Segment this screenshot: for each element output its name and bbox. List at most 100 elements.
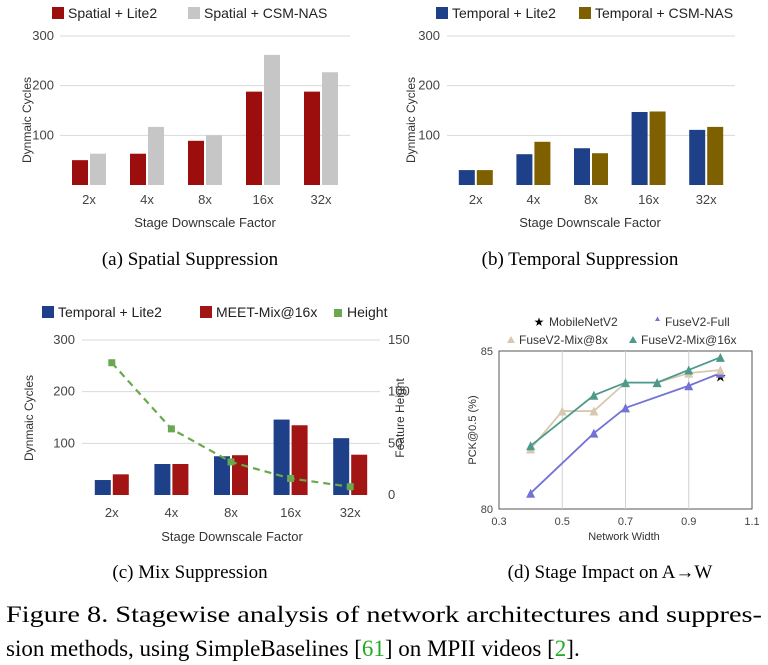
x-tick-label-a-4: 32x — [311, 192, 332, 207]
bar-a-s1-16x — [264, 54, 280, 185]
x-tick-label-a-3: 16x — [253, 192, 274, 207]
x-axis-label-d: Network Width — [588, 531, 660, 543]
x-axis-label-b: Stage Downscale Factor — [519, 215, 661, 230]
x-tick-label-b-1: 4x — [527, 192, 541, 207]
caption-b: (b) Temporal Suppression — [482, 249, 679, 270]
caption-text-part-3: ]. — [566, 636, 579, 661]
series-d-point-1-3 — [684, 381, 694, 391]
bar-b-s1-2x — [476, 170, 493, 185]
x-ticks-b: 2x 4x 8x 16x 32x — [469, 192, 717, 207]
figure-caption: Figure 8. Stagewise analysis of network … — [6, 602, 762, 661]
x-tick-label-d-4: 1.1 — [744, 516, 759, 528]
bar-b-s1-8x — [592, 153, 608, 185]
bar-a-s0-2x — [72, 160, 88, 185]
y2-tick-label-c-2: 100 — [388, 384, 410, 399]
height-point-4x — [167, 425, 175, 433]
y-ticks-d: 80 85 — [481, 346, 493, 516]
bar-c-s0-2x — [94, 480, 111, 495]
bar-b-s0-4x — [516, 154, 533, 185]
legend-d-marker-4 — [629, 336, 637, 343]
x-axis-label-a: Stage Downscale Factor — [134, 215, 276, 230]
y-tick-label-a-2: 300 — [32, 28, 54, 43]
figure-caption-line-1: Figure 8. Stagewise analysis of network … — [6, 602, 762, 627]
height-point-32x — [346, 483, 354, 491]
x-tick-label-d-1: 0.5 — [555, 516, 570, 528]
bar-c-s1-2x — [112, 474, 129, 495]
legend-c-swatch-2 — [200, 306, 212, 318]
y-axis-label-b: Dynmaic Cycles — [404, 77, 418, 163]
bar-c-s1-32x — [351, 454, 368, 495]
series-d: ★ — [526, 352, 727, 498]
x-tick-label-d-0: 0.3 — [491, 516, 506, 528]
y-tick-label-b-0: 100 — [418, 127, 440, 142]
legend-d-marker-3 — [507, 336, 515, 343]
bar-c-s0-16x — [273, 419, 290, 495]
bar-a-s1-4x — [148, 126, 164, 185]
panel-a: Spatial + Lite2 Spatial + CSM-NAS 100 200… — [20, 5, 350, 270]
bar-b-s0-32x — [689, 129, 706, 185]
citation-61-link[interactable]: 61 — [362, 636, 385, 661]
x-tick-label-c-1: 4x — [165, 505, 179, 520]
x-ticks-d: 0.3 0.5 0.7 0.9 1.1 — [491, 516, 759, 528]
series-d-point-3-2 — [621, 378, 630, 388]
x-tick-label-d-2: 0.7 — [618, 516, 633, 528]
height-point-2x — [108, 359, 116, 367]
bar-c-s0-32x — [333, 438, 350, 495]
x-tick-label-a-0: 2x — [82, 192, 96, 207]
legend-c-swatch-3 — [334, 309, 342, 317]
x-tick-label-c-3: 16x — [280, 505, 301, 520]
x-ticks-a: 2x 4x 8x 16x 32x — [82, 192, 332, 207]
bars-a — [72, 54, 338, 185]
legend-d-marker-1: ★ — [534, 315, 545, 329]
legend-b-swatch-2 — [579, 7, 591, 19]
bar-b-s1-4x — [534, 141, 551, 185]
bar-c-s1-4x — [172, 464, 189, 495]
legend-c-label-1: Temporal + Lite2 — [58, 304, 162, 320]
bar-b-s0-16x — [631, 111, 648, 185]
y-axis-label-c: Dynmaic Cycles — [22, 375, 36, 461]
x-tick-label-c-2: 8x — [224, 505, 238, 520]
series-d-line-3 — [530, 356, 721, 447]
caption-text-part-2: ] on MPII videos [ — [385, 636, 555, 661]
bar-a-s0-32x — [304, 91, 320, 185]
panel-b: Temporal + Lite2 Temporal + CSM-NAS 100 2… — [404, 5, 735, 270]
x-tick-label-a-2: 8x — [198, 192, 212, 207]
legend-c-label-3: Height — [347, 304, 388, 320]
x-tick-label-d-3: 0.9 — [681, 516, 696, 528]
y-tick-label-c-2: 300 — [53, 332, 75, 347]
x-tick-label-b-2: 8x — [584, 192, 598, 207]
y-tick-label-c-1: 200 — [53, 384, 75, 399]
caption-d: (d) Stage Impact on A→W — [508, 562, 713, 583]
legend-c-label-2: MEET-Mix@16x — [216, 304, 317, 320]
series-d-point-1-0 — [526, 488, 536, 498]
legend-d-label-4: FuseV2-Mix@16x — [641, 333, 737, 347]
y2-axis-label-c: Feature Height — [393, 378, 407, 458]
x-tick-label-b-3: 16x — [638, 192, 659, 207]
x-tick-label-b-0: 2x — [469, 192, 483, 207]
x-tick-label-c-4: 32x — [340, 505, 361, 520]
height-point-16x — [287, 474, 295, 482]
bar-a-s0-4x — [130, 153, 146, 185]
legend-b-swatch-1 — [436, 7, 448, 19]
series-d-point-1-2 — [621, 403, 630, 413]
legend-b: Temporal + Lite2 Temporal + CSM-NAS — [436, 5, 733, 21]
y2-tick-label-c-3: 150 — [388, 332, 410, 347]
bar-a-s1-2x — [90, 153, 106, 185]
y-tick-label-c-0: 100 — [53, 435, 75, 450]
legend-a-label-1: Spatial + Lite2 — [68, 5, 157, 21]
series-d-point-2-1 — [557, 406, 567, 416]
x-ticks-c: 2x 4x 8x 16x 32x — [105, 505, 361, 520]
x-tick-label-a-1: 4x — [140, 192, 154, 207]
series-d-point-2-2 — [589, 406, 599, 416]
legend-b-label-1: Temporal + Lite2 — [452, 5, 556, 21]
series-d-point-3-0 — [526, 441, 536, 451]
bar-c-s1-16x — [291, 425, 308, 495]
citation-2-link[interactable]: 2 — [555, 636, 567, 661]
series-d-point-1-1 — [589, 428, 599, 438]
series-d-point-3-5 — [715, 352, 725, 362]
y-ticks-a: 100 200 300 — [32, 28, 54, 142]
legend-c: Temporal + Lite2 MEET-Mix@16x Height — [42, 304, 388, 320]
height-point-8x — [227, 458, 235, 466]
y2-tick-label-c-0: 0 — [388, 487, 395, 502]
